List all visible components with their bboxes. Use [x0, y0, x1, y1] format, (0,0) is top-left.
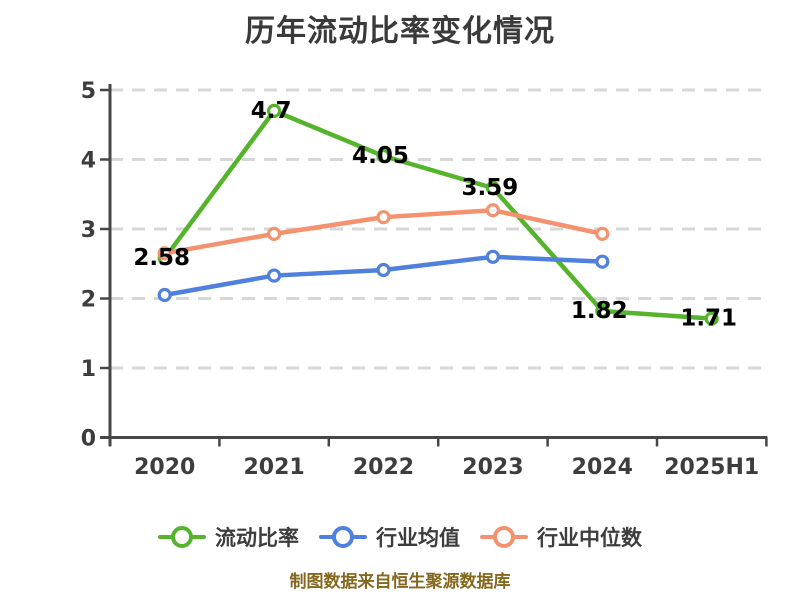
legend-label: 流动比率 — [215, 526, 299, 550]
x-tick-label: 2021 — [243, 455, 304, 480]
y-tick-label: 4 — [81, 149, 96, 174]
data-point-label: 1.71 — [680, 306, 737, 332]
y-tick-label: 3 — [81, 218, 96, 243]
series-line-0 — [162, 108, 714, 321]
footer-note: 制图数据来自恒生聚源数据库 — [289, 572, 511, 592]
legend-label: 行业中位数 — [537, 526, 642, 550]
data-point[interactable] — [376, 148, 391, 164]
data-point[interactable] — [485, 249, 500, 264]
legend: 流动比率 行业均值 行业中位数 — [0, 522, 800, 552]
data-point-label: 1.82 — [571, 298, 628, 324]
data-point[interactable] — [485, 180, 500, 196]
x-tick-label: 2022 — [353, 455, 414, 480]
x-tick-label: 2024 — [572, 455, 633, 480]
data-point[interactable] — [157, 287, 172, 303]
data-point-label: 4.05 — [352, 143, 409, 169]
y-tick-label: 0 — [81, 427, 96, 452]
y-tick-label: 1 — [81, 357, 96, 382]
legend-marker-icon — [480, 525, 528, 549]
legend-item-industry-median[interactable]: 行业中位数 — [480, 522, 642, 552]
data-point[interactable] — [704, 311, 719, 326]
legend-item-industry-mean[interactable]: 行业均值 — [319, 522, 460, 552]
line-chart-canvas: 0 1 2 3 4 5 2020 2021 2022 2023 2024 2025H1 2.58 4.7 4… — [81, 79, 768, 480]
data-point[interactable] — [376, 262, 391, 278]
data-point[interactable] — [157, 246, 172, 261]
legend-label: 行业均值 — [376, 526, 460, 550]
legend-marker-icon — [158, 525, 206, 549]
chart-title: 历年流动比率变化情况 — [245, 14, 555, 49]
legend-item-current-ratio[interactable]: 流动比率 — [158, 522, 299, 552]
data-point-label: 3.59 — [462, 175, 519, 201]
data-point-label: 4.7 — [251, 98, 292, 124]
data-point[interactable] — [595, 254, 610, 269]
x-tick-label: 2023 — [462, 455, 523, 480]
data-point[interactable] — [376, 210, 391, 225]
data-point[interactable] — [485, 203, 500, 218]
y-tick-label: 5 — [81, 79, 96, 104]
x-tick-label: 2020 — [134, 455, 195, 480]
data-point[interactable] — [595, 226, 610, 241]
x-tick-label: 2025H1 — [664, 455, 759, 480]
data-point-label: 2.58 — [133, 245, 190, 271]
legend-marker-icon — [319, 525, 367, 549]
y-tick-label: 2 — [81, 288, 96, 313]
data-point[interactable] — [595, 303, 610, 319]
data-point[interactable] — [267, 226, 282, 241]
data-point[interactable] — [267, 103, 282, 118]
data-point[interactable] — [267, 268, 282, 283]
